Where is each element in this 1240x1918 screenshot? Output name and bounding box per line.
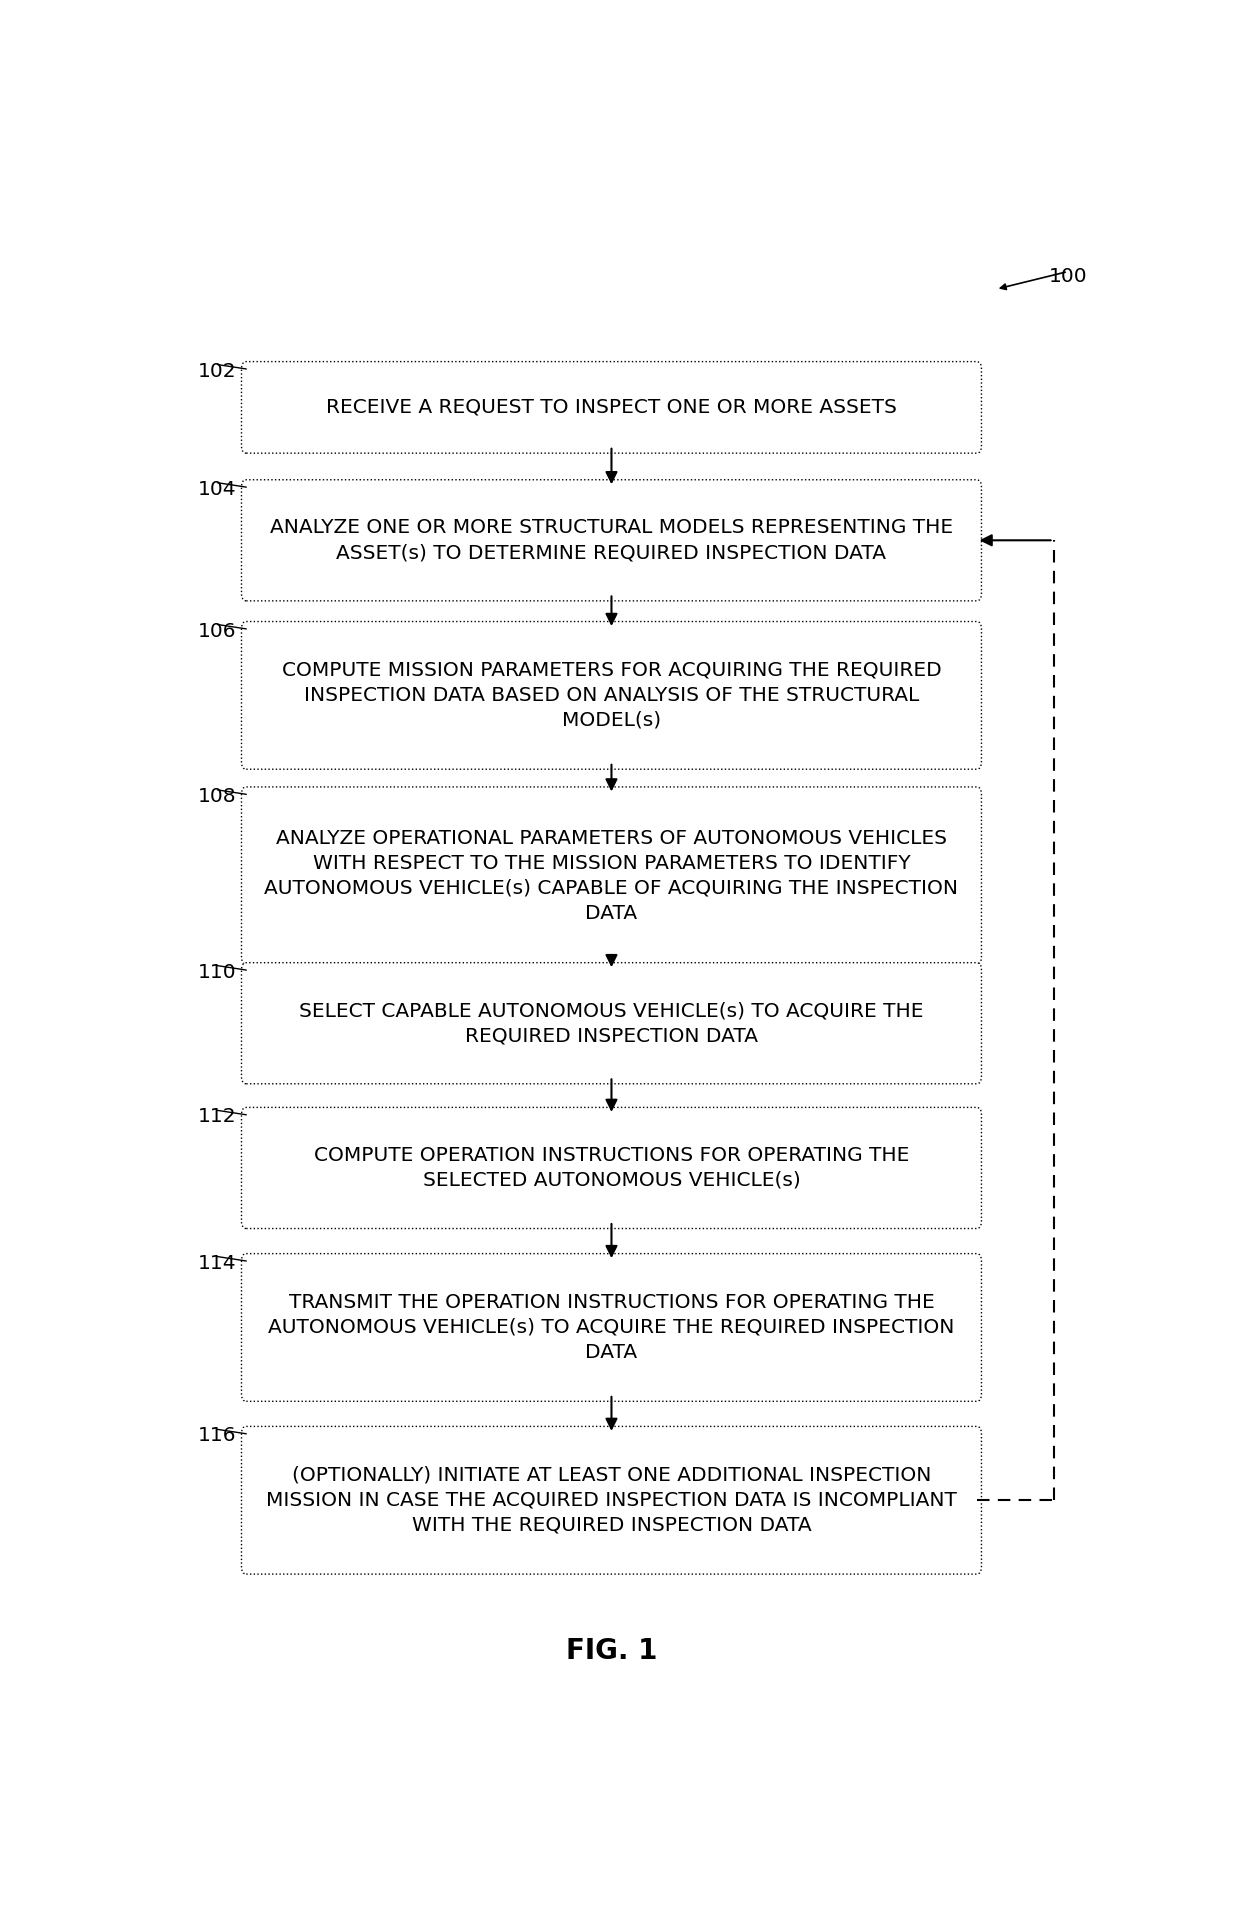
Text: RECEIVE A REQUEST TO INSPECT ONE OR MORE ASSETS: RECEIVE A REQUEST TO INSPECT ONE OR MORE… <box>326 397 897 416</box>
FancyBboxPatch shape <box>242 1107 982 1229</box>
FancyBboxPatch shape <box>242 480 982 600</box>
Text: COMPUTE MISSION PARAMETERS FOR ACQUIRING THE REQUIRED
INSPECTION DATA BASED ON A: COMPUTE MISSION PARAMETERS FOR ACQUIRING… <box>281 662 941 731</box>
FancyBboxPatch shape <box>242 1254 982 1402</box>
FancyBboxPatch shape <box>242 363 982 453</box>
Text: 114: 114 <box>198 1254 237 1274</box>
FancyBboxPatch shape <box>242 1427 982 1575</box>
Text: 116: 116 <box>198 1427 237 1446</box>
Text: 104: 104 <box>198 480 237 499</box>
Text: COMPUTE OPERATION INSTRUCTIONS FOR OPERATING THE
SELECTED AUTONOMOUS VEHICLE(s): COMPUTE OPERATION INSTRUCTIONS FOR OPERA… <box>314 1145 909 1189</box>
Text: 108: 108 <box>198 786 237 806</box>
Text: 112: 112 <box>198 1107 237 1126</box>
FancyBboxPatch shape <box>242 963 982 1084</box>
Text: 106: 106 <box>198 621 237 641</box>
Text: FIG. 1: FIG. 1 <box>565 1636 657 1665</box>
FancyBboxPatch shape <box>242 786 982 965</box>
Text: ANALYZE ONE OR MORE STRUCTURAL MODELS REPRESENTING THE
ASSET(s) TO DETERMINE REQ: ANALYZE ONE OR MORE STRUCTURAL MODELS RE… <box>270 518 954 562</box>
Text: TRANSMIT THE OPERATION INSTRUCTIONS FOR OPERATING THE
AUTONOMOUS VEHICLE(s) TO A: TRANSMIT THE OPERATION INSTRUCTIONS FOR … <box>268 1293 955 1362</box>
Text: 102: 102 <box>198 363 237 380</box>
Text: (OPTIONALLY) INITIATE AT LEAST ONE ADDITIONAL INSPECTION
MISSION IN CASE THE ACQ: (OPTIONALLY) INITIATE AT LEAST ONE ADDIT… <box>267 1465 957 1534</box>
Text: 100: 100 <box>1049 267 1087 286</box>
FancyBboxPatch shape <box>242 621 982 769</box>
Text: ANALYZE OPERATIONAL PARAMETERS OF AUTONOMOUS VEHICLES
WITH RESPECT TO THE MISSIO: ANALYZE OPERATIONAL PARAMETERS OF AUTONO… <box>264 829 959 923</box>
Text: 110: 110 <box>198 963 237 982</box>
Text: SELECT CAPABLE AUTONOMOUS VEHICLE(s) TO ACQUIRE THE
REQUIRED INSPECTION DATA: SELECT CAPABLE AUTONOMOUS VEHICLE(s) TO … <box>299 1001 924 1045</box>
